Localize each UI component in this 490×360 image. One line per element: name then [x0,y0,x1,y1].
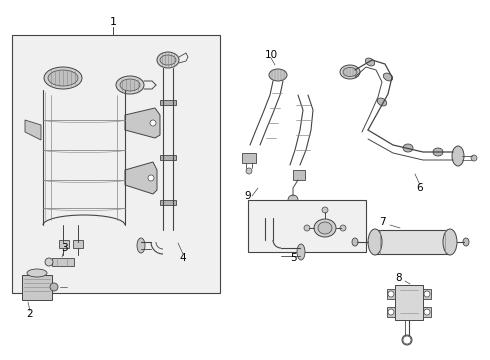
Bar [387,289,395,299]
Text: 1: 1 [109,17,117,27]
Ellipse shape [314,219,336,237]
Bar [59,240,69,248]
Ellipse shape [402,335,412,345]
Ellipse shape [157,52,179,68]
Ellipse shape [368,229,382,255]
Ellipse shape [443,229,457,255]
Ellipse shape [116,76,144,94]
Bar [375,230,450,254]
Circle shape [388,291,394,297]
Text: 6: 6 [416,183,423,193]
Circle shape [403,336,411,344]
Ellipse shape [452,146,464,166]
Circle shape [424,309,430,315]
Text: 3: 3 [61,243,67,253]
Circle shape [471,155,477,161]
Polygon shape [125,108,160,138]
Ellipse shape [366,58,375,66]
Bar [160,155,176,160]
Text: 8: 8 [396,273,402,283]
Text: 7: 7 [379,217,385,227]
Polygon shape [25,120,41,140]
Circle shape [45,258,53,266]
Ellipse shape [340,65,360,79]
Circle shape [322,207,328,213]
Ellipse shape [383,73,392,81]
Ellipse shape [27,269,47,277]
Ellipse shape [160,55,176,65]
Bar [395,285,423,320]
Ellipse shape [269,69,287,81]
Bar [423,307,431,317]
Text: 10: 10 [265,50,277,60]
Circle shape [150,120,156,126]
Circle shape [340,225,346,231]
Ellipse shape [120,79,140,91]
Ellipse shape [463,238,469,246]
Ellipse shape [137,238,145,253]
Bar [387,307,395,317]
Circle shape [288,195,298,205]
Ellipse shape [343,68,357,77]
Circle shape [148,175,154,181]
Bar [22,275,52,300]
Ellipse shape [44,67,82,89]
Bar [293,170,305,180]
Text: 5: 5 [290,253,296,263]
Bar [12,35,220,293]
Ellipse shape [50,283,58,291]
Ellipse shape [48,70,78,86]
Circle shape [424,291,430,297]
Text: 9: 9 [245,191,251,201]
Bar [248,200,366,252]
Circle shape [246,168,252,174]
Ellipse shape [403,144,413,152]
Bar [242,153,256,163]
Bar [73,240,83,248]
Circle shape [304,225,310,231]
Text: 4: 4 [180,253,186,263]
Polygon shape [125,162,157,194]
Ellipse shape [433,148,443,156]
Ellipse shape [318,222,332,234]
Bar [423,289,431,299]
Circle shape [388,309,394,315]
FancyBboxPatch shape [43,90,125,225]
Bar [52,258,74,266]
Ellipse shape [352,238,358,246]
Ellipse shape [377,98,387,106]
Bar [160,200,176,205]
Ellipse shape [297,244,305,260]
Bar [160,100,176,105]
Text: 2: 2 [26,309,33,319]
